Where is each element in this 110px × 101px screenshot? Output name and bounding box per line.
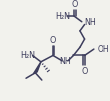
Text: NH: NH [85,18,96,27]
Text: O: O [81,67,88,76]
Text: O: O [50,36,56,45]
Polygon shape [33,62,41,74]
Text: OH: OH [98,45,109,54]
Text: H₂N: H₂N [55,12,70,21]
Text: O: O [71,0,78,9]
Text: NH: NH [59,57,71,66]
Text: H₂N: H₂N [20,51,35,60]
